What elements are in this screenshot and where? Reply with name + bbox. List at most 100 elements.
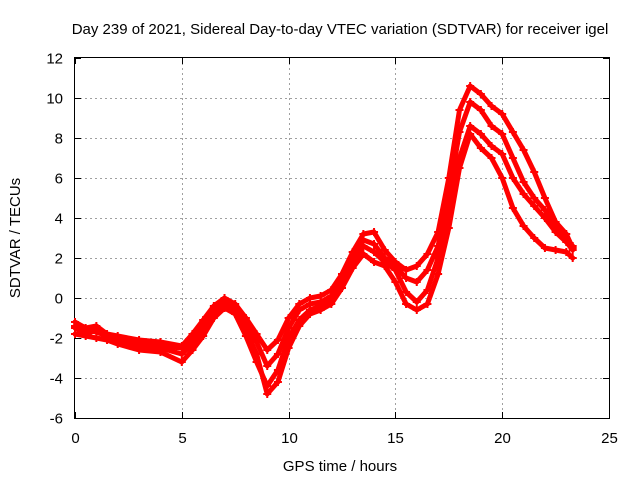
data-point (156, 338, 165, 346)
data-point (370, 228, 379, 236)
data-point (530, 168, 539, 176)
y-tick-label: 12 (46, 51, 63, 68)
data-point (476, 130, 485, 138)
x-tick-label: 0 (71, 430, 79, 447)
data-point (508, 128, 517, 136)
y-tick-label: -2 (50, 331, 63, 348)
data-point (370, 258, 379, 266)
y-tick-label: 0 (55, 291, 63, 308)
grid (75, 58, 609, 418)
data-point (263, 346, 272, 354)
series-line-track-1 (72, 131, 576, 397)
data-point (402, 266, 411, 274)
data-point (348, 248, 357, 256)
data-point (423, 286, 432, 294)
data-point (305, 294, 314, 302)
data-point (295, 300, 304, 308)
data-point (135, 346, 144, 354)
series-line-track-3 (72, 99, 576, 369)
data-point (113, 332, 122, 340)
data-point (177, 342, 186, 350)
data-point (380, 254, 389, 262)
data-point (562, 248, 571, 256)
data-point (487, 122, 496, 130)
data-point (412, 262, 421, 270)
data-point (466, 82, 475, 90)
data-point (188, 330, 197, 338)
data-point (177, 358, 186, 366)
y-tick-label: 8 (55, 131, 63, 148)
data-point (455, 106, 464, 114)
data-point (92, 322, 101, 330)
data-point (71, 330, 79, 338)
plot-frame (74, 57, 610, 419)
data-point (466, 122, 475, 130)
x-tick-label: 10 (281, 430, 298, 447)
data-point (209, 314, 218, 322)
data-point (199, 316, 208, 324)
data-point (519, 222, 528, 230)
data-point (252, 358, 261, 366)
y-tick-label: -4 (50, 371, 63, 388)
data-point (241, 314, 250, 322)
data-point (498, 150, 507, 158)
data-point (498, 130, 507, 138)
data-point (316, 292, 325, 300)
data-point (423, 300, 432, 308)
data-point (199, 332, 208, 340)
data-point (263, 382, 272, 390)
data-point (540, 194, 549, 202)
data-point (263, 362, 272, 370)
data-point (562, 230, 571, 238)
x-tick-label: 20 (494, 430, 511, 447)
data-point (551, 218, 560, 226)
data-point (273, 378, 282, 386)
y-tick-label: 10 (46, 91, 63, 108)
data-point (476, 106, 485, 114)
data-point (327, 286, 336, 294)
data-point (530, 202, 539, 210)
data-point (412, 298, 421, 306)
y-tick-label: 4 (55, 211, 63, 228)
data-point (530, 194, 539, 202)
data-point (530, 234, 539, 242)
data-point (568, 254, 577, 262)
data-point (412, 278, 421, 286)
data-point (508, 154, 517, 162)
axis-ticks (75, 58, 610, 419)
data-point (273, 350, 282, 358)
data-point (434, 270, 443, 278)
data-point (476, 144, 485, 152)
data-point (498, 174, 507, 182)
data-point (135, 336, 144, 344)
data-point (402, 288, 411, 296)
series-group (71, 82, 577, 398)
data-point (487, 102, 496, 110)
data-point (220, 304, 229, 312)
data-point (81, 324, 90, 332)
data-point (519, 190, 528, 198)
data-point (402, 300, 411, 308)
data-point (508, 204, 517, 212)
y-axis-label: SDTVAR / TECUs (7, 178, 24, 298)
data-point (284, 314, 293, 322)
x-tick-label: 25 (601, 430, 618, 447)
data-point (519, 178, 528, 186)
x-tick-label: 5 (178, 430, 186, 447)
data-point (402, 274, 411, 282)
data-point (391, 258, 400, 266)
data-point (209, 302, 218, 310)
data-point (370, 248, 379, 256)
data-point (370, 240, 379, 248)
data-point (434, 228, 443, 236)
data-point (551, 246, 560, 254)
y-tick-label: 2 (55, 251, 63, 268)
chart-title: Day 239 of 2021, Sidereal Day-to-day VTE… (72, 21, 609, 38)
data-point (380, 246, 389, 254)
data-point (508, 174, 517, 182)
data-point (241, 332, 250, 340)
y-tick-label: -6 (50, 411, 63, 428)
data-point (231, 300, 240, 308)
data-point (252, 330, 261, 338)
